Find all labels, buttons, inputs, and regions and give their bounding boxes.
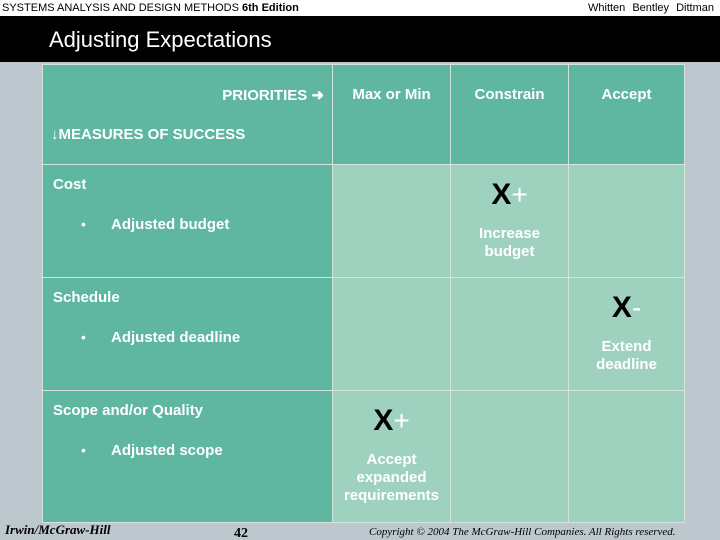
cell-schedule-constrain xyxy=(450,277,569,391)
category-label: Cost xyxy=(53,176,87,193)
column-header-max-or-min: Max or Min xyxy=(332,64,451,165)
cell-cost-max-or-min xyxy=(332,164,451,278)
slide-title: Adjusting Expectations xyxy=(49,27,272,52)
cell-schedule-accept: X- Extend deadline xyxy=(568,277,685,391)
priorities-label: PRIORITIES xyxy=(222,87,308,104)
column-header-constrain: Constrain xyxy=(450,64,569,165)
publisher: Irwin/McGraw-Hill xyxy=(5,522,111,537)
mark-note: Extend deadline xyxy=(569,338,684,374)
minus-sign-icon: - xyxy=(631,292,642,323)
row-label-schedule: Schedule • Adjusted deadline xyxy=(42,277,333,391)
plus-sign-icon: + xyxy=(511,179,528,210)
cell-cost-constrain: X+ Increase budget xyxy=(450,164,569,278)
column-header-accept: Accept xyxy=(568,64,685,165)
bullet-icon: • xyxy=(81,329,86,345)
table-row: Schedule • Adjusted deadline X- Extend d… xyxy=(42,277,685,391)
bullet-icon: • xyxy=(81,442,86,458)
cell-scope-constrain xyxy=(450,390,569,523)
copyright: Copyright © 2004 The McGraw-Hill Compani… xyxy=(369,526,676,538)
measure-item: Adjusted budget xyxy=(111,216,230,233)
measures-header: ↓MEASURES OF SUCCESS xyxy=(51,126,245,143)
note-line: Accept xyxy=(366,451,417,468)
x-mark: X- xyxy=(569,292,684,324)
category-label: Scope and/or Quality xyxy=(53,402,204,419)
cell-scope-max-or-min: X+ Accept expanded requirements xyxy=(332,390,451,523)
cell-schedule-max-or-min xyxy=(332,277,451,391)
row-label-cost: Cost • Adjusted budget xyxy=(42,164,333,278)
header-bar: SYSTEMS ANALYSIS AND DESIGN METHODS 6th … xyxy=(0,0,720,16)
page-number: 42 xyxy=(234,526,248,540)
note-line: requirements xyxy=(343,487,440,504)
measures-label: MEASURES OF SUCCESS xyxy=(58,126,246,143)
down-arrow-icon: ↓ xyxy=(51,126,59,143)
book-title: SYSTEMS ANALYSIS AND DESIGN METHODS 6th … xyxy=(2,1,299,15)
plus-sign-icon: + xyxy=(393,405,410,436)
x-letter: X xyxy=(373,404,394,437)
authors: Whitten Bentley Dittman xyxy=(588,2,714,14)
note-line: Increase xyxy=(479,225,540,242)
x-letter: X xyxy=(491,178,512,211)
measure-item: Adjusted deadline xyxy=(111,329,241,346)
expectations-table: PRIORITIES ➜ ↓MEASURES OF SUCCESS Max or… xyxy=(42,64,685,523)
x-letter: X xyxy=(611,291,632,324)
x-mark: X+ xyxy=(451,179,568,211)
priorities-header: PRIORITIES ➜ xyxy=(222,86,324,104)
title-band: Adjusting Expectations xyxy=(0,16,720,62)
cell-scope-accept xyxy=(568,390,685,523)
cell-cost-accept xyxy=(568,164,685,278)
bullet-icon: • xyxy=(81,216,86,232)
right-arrow-icon: ➜ xyxy=(311,87,324,104)
table-row: Cost • Adjusted budget X+ Increase budge… xyxy=(42,164,685,278)
measure-item: Adjusted scope xyxy=(111,442,223,459)
note-line: budget xyxy=(484,243,535,260)
edition: 6th Edition xyxy=(242,2,299,14)
note-line: Extend xyxy=(601,338,652,355)
x-mark: X+ xyxy=(333,405,450,437)
category-label: Schedule xyxy=(53,289,120,306)
row-label-scope: Scope and/or Quality • Adjusted scope xyxy=(42,390,333,523)
mark-note: Increase budget xyxy=(451,225,568,261)
book-title-text: SYSTEMS ANALYSIS AND DESIGN METHODS xyxy=(2,2,239,14)
table-row: Scope and/or Quality • Adjusted scope X+… xyxy=(42,390,685,523)
note-line: expanded xyxy=(356,469,427,486)
header-row: PRIORITIES ➜ ↓MEASURES OF SUCCESS Max or… xyxy=(42,64,685,165)
mark-note: Accept expanded requirements xyxy=(333,451,450,505)
corner-cell: PRIORITIES ➜ ↓MEASURES OF SUCCESS xyxy=(42,64,333,165)
note-line: deadline xyxy=(596,356,657,373)
